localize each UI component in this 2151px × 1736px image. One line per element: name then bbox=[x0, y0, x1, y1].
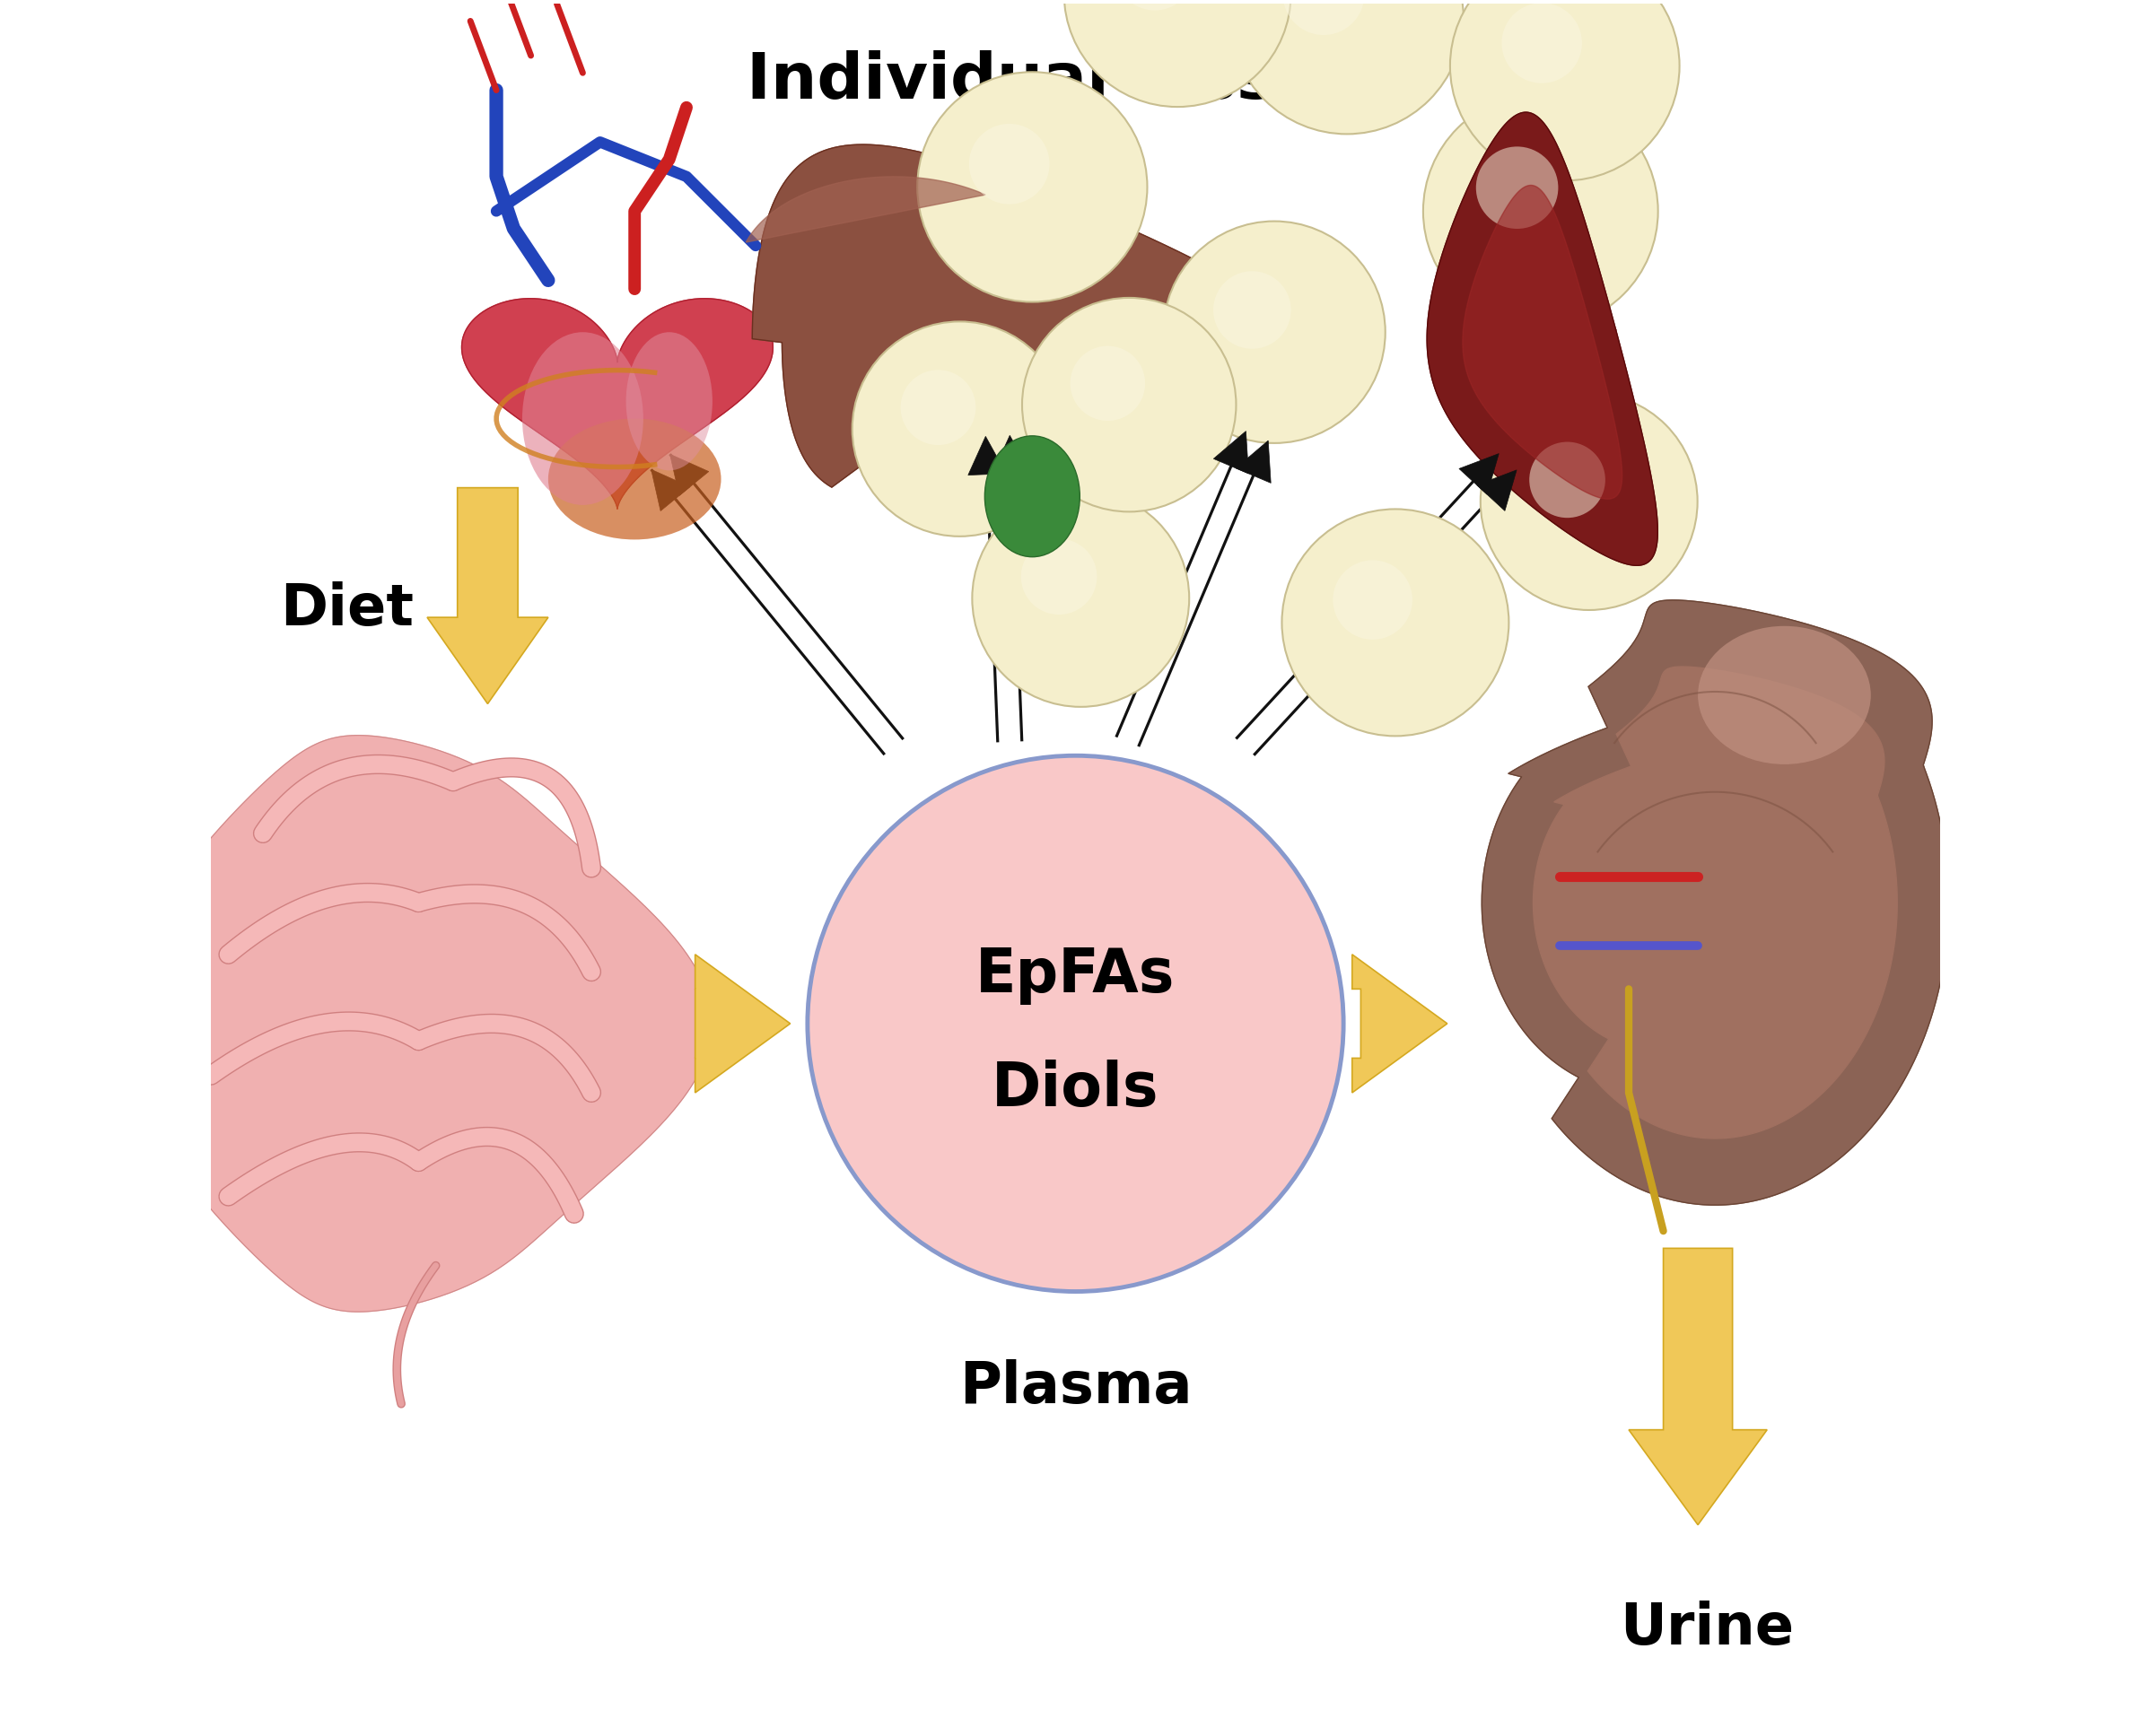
Polygon shape bbox=[1237, 441, 1271, 483]
Polygon shape bbox=[1458, 453, 1499, 495]
Text: Plasma: Plasma bbox=[959, 1359, 1192, 1415]
Text: Individual Tissues: Individual Tissues bbox=[746, 50, 1405, 113]
Circle shape bbox=[901, 370, 977, 444]
Polygon shape bbox=[1353, 955, 1448, 1092]
Ellipse shape bbox=[523, 332, 643, 505]
Ellipse shape bbox=[1697, 627, 1871, 764]
Ellipse shape bbox=[985, 436, 1080, 557]
Polygon shape bbox=[753, 144, 1288, 488]
Circle shape bbox=[1282, 0, 1364, 35]
Circle shape bbox=[970, 123, 1050, 205]
Circle shape bbox=[1022, 299, 1237, 512]
Circle shape bbox=[1071, 345, 1144, 420]
Polygon shape bbox=[125, 736, 712, 1312]
Circle shape bbox=[1230, 0, 1463, 134]
Polygon shape bbox=[652, 469, 690, 510]
Circle shape bbox=[1476, 146, 1557, 229]
Circle shape bbox=[1424, 94, 1658, 328]
Polygon shape bbox=[1482, 601, 1949, 1205]
Circle shape bbox=[972, 490, 1190, 707]
Circle shape bbox=[1213, 271, 1291, 349]
Polygon shape bbox=[1463, 186, 1622, 498]
Ellipse shape bbox=[626, 332, 712, 470]
Text: Diet: Diet bbox=[280, 582, 413, 637]
Polygon shape bbox=[1426, 113, 1658, 566]
Circle shape bbox=[1334, 561, 1413, 639]
Ellipse shape bbox=[549, 418, 721, 540]
Circle shape bbox=[1529, 443, 1605, 517]
Circle shape bbox=[1501, 3, 1581, 83]
Circle shape bbox=[1022, 538, 1097, 615]
Circle shape bbox=[916, 71, 1146, 302]
Circle shape bbox=[807, 755, 1344, 1292]
Polygon shape bbox=[462, 299, 772, 509]
Polygon shape bbox=[695, 955, 789, 1092]
Polygon shape bbox=[428, 488, 549, 703]
Polygon shape bbox=[669, 455, 708, 495]
Polygon shape bbox=[1628, 1248, 1768, 1524]
Text: Urine: Urine bbox=[1620, 1601, 1794, 1656]
Circle shape bbox=[852, 321, 1067, 536]
Text: Diols: Diols bbox=[992, 1059, 1159, 1120]
Circle shape bbox=[1164, 220, 1385, 443]
Polygon shape bbox=[1534, 667, 1897, 1139]
Text: EpFAs: EpFAs bbox=[977, 946, 1174, 1005]
Polygon shape bbox=[968, 436, 1007, 476]
Polygon shape bbox=[992, 436, 1030, 474]
Circle shape bbox=[1450, 0, 1680, 181]
Circle shape bbox=[1114, 0, 1194, 10]
Circle shape bbox=[1480, 392, 1697, 609]
Polygon shape bbox=[1213, 431, 1248, 474]
Polygon shape bbox=[746, 177, 985, 243]
Circle shape bbox=[1065, 0, 1291, 108]
Polygon shape bbox=[1478, 470, 1516, 510]
Circle shape bbox=[1282, 509, 1508, 736]
